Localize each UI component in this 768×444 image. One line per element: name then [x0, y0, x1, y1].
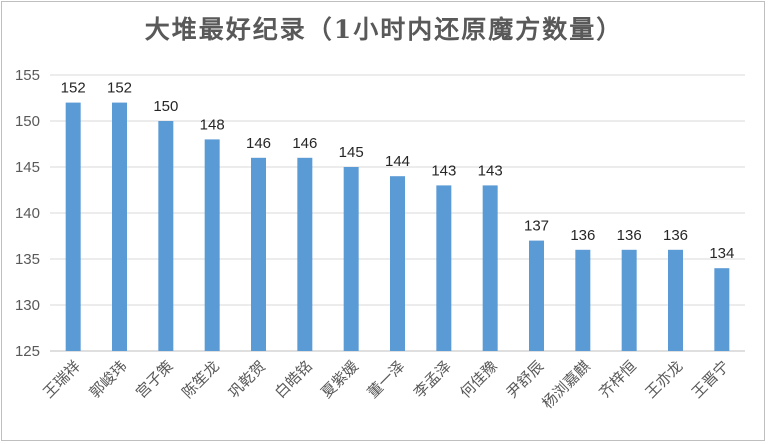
data-label: 143 [478, 162, 503, 179]
chart-title: 大堆最好纪录（1小时内还原魔方数量） [144, 15, 624, 44]
data-label: 134 [709, 245, 734, 262]
bar [529, 240, 544, 351]
bar [714, 268, 730, 351]
bar [158, 121, 174, 351]
x-tick-label: 尹舒辰 [503, 357, 548, 402]
bar [251, 157, 266, 351]
x-tick-label: 王晋宁 [688, 357, 733, 402]
x-tick-label: 宫子策 [132, 357, 177, 402]
x-tick-label: 王瑞祥 [39, 357, 84, 402]
data-label: 146 [292, 135, 317, 152]
data-label: 143 [431, 162, 456, 179]
x-tick-label: 郭峻玮 [86, 357, 131, 402]
x-tick-label: 杨浏嘉麒 [538, 357, 593, 412]
data-label: 152 [61, 80, 86, 97]
bar [297, 157, 313, 351]
data-label: 148 [200, 116, 225, 133]
data-label: 136 [570, 227, 595, 244]
bar [204, 139, 220, 351]
x-tick-label: 王亦龙 [642, 357, 687, 402]
y-tick-label: 130 [15, 297, 40, 314]
bar [65, 102, 81, 351]
x-tick-label: 何佳豫 [456, 357, 501, 402]
bar [621, 249, 637, 351]
y-tick-label: 155 [15, 67, 40, 84]
data-label: 136 [663, 227, 688, 244]
data-label: 145 [339, 144, 364, 161]
bar [668, 249, 683, 351]
y-tick-label: 135 [15, 251, 40, 268]
bar [436, 185, 452, 351]
data-label: 137 [524, 218, 549, 235]
data-label: 146 [246, 135, 271, 152]
x-tick-label: 李孟泽 [410, 357, 455, 402]
x-tick-label: 陈笙龙 [178, 357, 223, 402]
data-label: 136 [617, 227, 642, 244]
y-tick-label: 150 [15, 113, 40, 130]
x-tick-label: 齐梓恒 [595, 357, 640, 402]
bar [112, 102, 127, 351]
bar [575, 249, 591, 351]
y-tick-label: 145 [15, 159, 40, 176]
x-tick-label: 白皓铭 [271, 357, 316, 402]
x-tick-label: 夏紫媛 [317, 357, 362, 402]
data-label: 144 [385, 153, 410, 170]
y-tick-label: 140 [15, 205, 40, 222]
bar [482, 185, 498, 351]
data-label: 152 [107, 80, 132, 97]
bar [390, 176, 405, 351]
bar [343, 167, 359, 351]
data-label: 150 [153, 98, 178, 115]
y-tick-label: 125 [15, 343, 40, 360]
x-tick-label: 巩乾贺 [225, 357, 270, 402]
x-tick-label: 董一泽 [364, 357, 409, 402]
